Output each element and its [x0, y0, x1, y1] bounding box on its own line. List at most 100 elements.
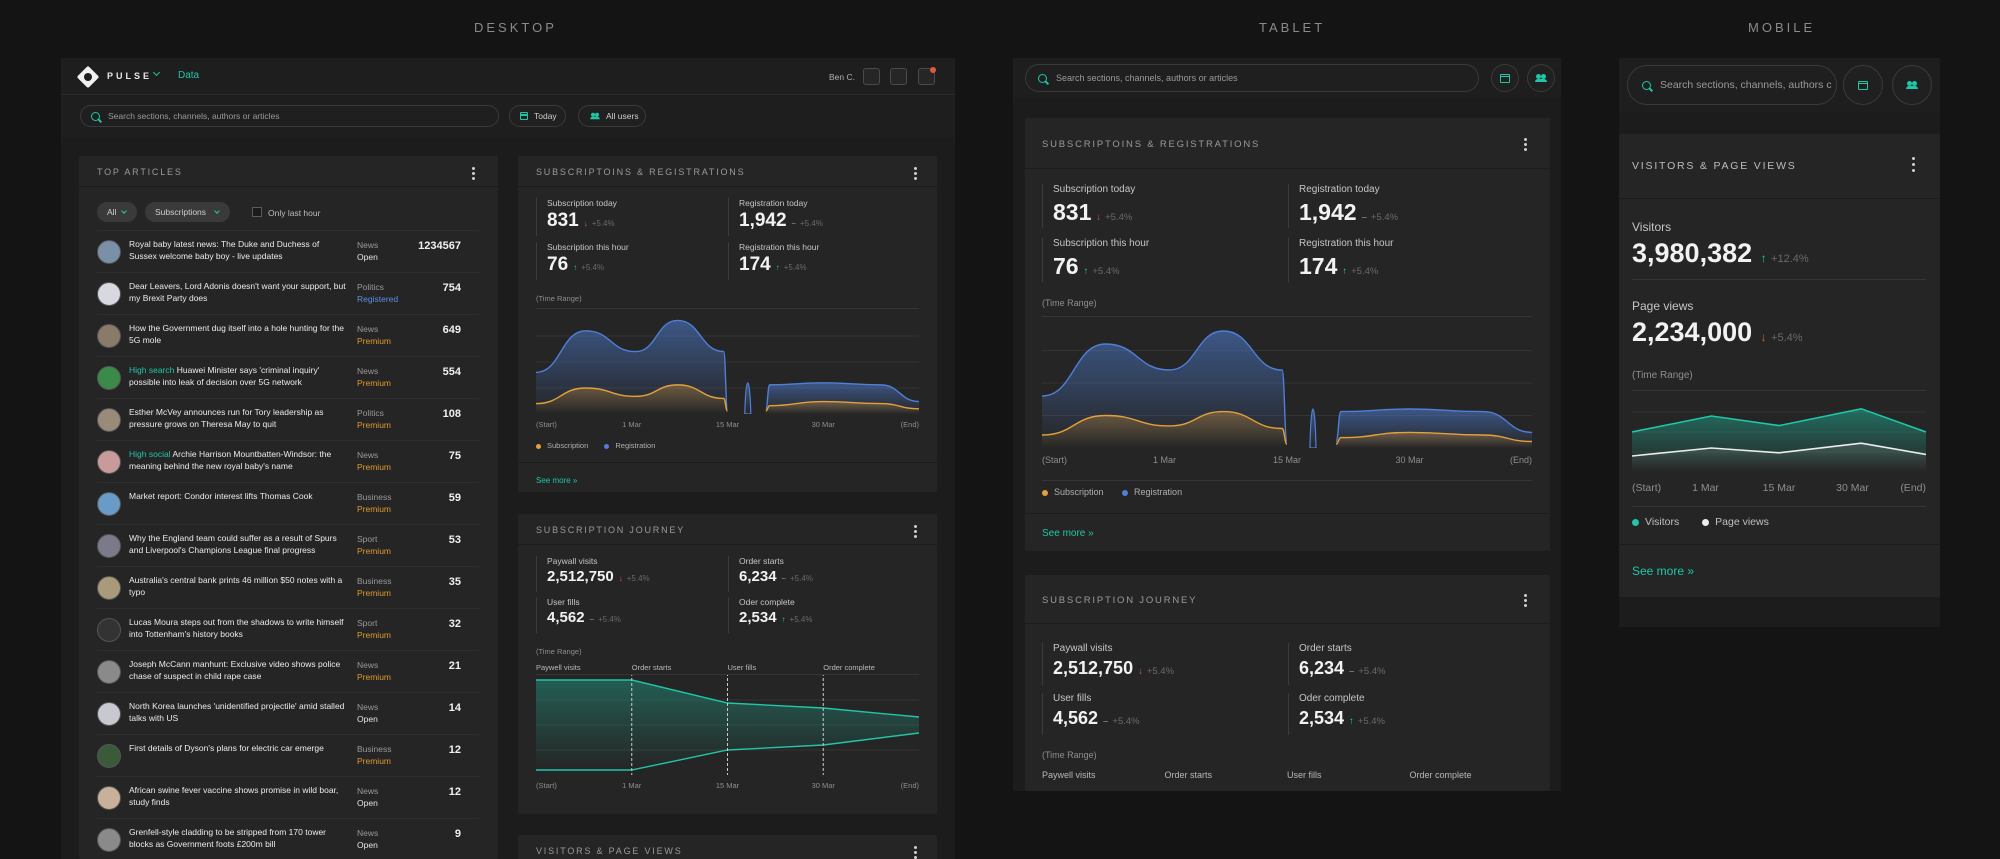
filter-all-dropdown[interactable]: All: [97, 202, 137, 222]
article-status: Premium: [357, 419, 392, 430]
article-title[interactable]: Royal baby latest news: The Duke and Duc…: [129, 239, 347, 262]
article-title[interactable]: African swine fever vaccine shows promis…: [129, 785, 347, 808]
table-row[interactable]: First details of Dyson's plans for elect…: [97, 734, 479, 776]
article-category: News: [357, 702, 379, 712]
table-row[interactable]: Joseph McCann manhunt: Exclusive video s…: [97, 650, 479, 692]
subs-see-more-link[interactable]: See more »: [536, 476, 578, 485]
search-input[interactable]: Search sections, channels, authors or ar…: [1025, 64, 1479, 92]
visitors-chart: [1632, 407, 1926, 472]
calendar-button[interactable]: [1491, 64, 1519, 92]
article-title[interactable]: Australia's central bank prints 46 milli…: [129, 575, 347, 598]
logo-icon[interactable]: [76, 65, 100, 89]
metric-value-row: 831 ↓ +5.4%: [1053, 199, 1135, 226]
kebab-icon[interactable]: [472, 167, 475, 180]
article-category: News: [357, 366, 379, 376]
kebab-icon[interactable]: [1524, 138, 1527, 151]
table-row[interactable]: Grenfell-style cladding to be stripped f…: [97, 818, 479, 859]
table-row[interactable]: African swine fever vaccine shows promis…: [97, 776, 479, 818]
metric-value-row: 2,512,750 ↓ +5.4%: [547, 568, 650, 585]
article-count: 53: [448, 534, 461, 546]
article-title[interactable]: Esther McVey announces run for Tory lead…: [129, 407, 347, 430]
article-count: 9: [454, 828, 461, 840]
calendar-button[interactable]: [1843, 65, 1883, 105]
chevron-down-icon[interactable]: [152, 68, 161, 77]
article-title[interactable]: High search Huawei Minister says 'crimin…: [129, 365, 347, 388]
only-last-hour-label[interactable]: Only last hour: [268, 208, 321, 218]
pageviews-series-area: [1632, 443, 1926, 472]
tablet-label: TABLET: [1259, 20, 1326, 35]
kebab-icon[interactable]: [914, 167, 917, 180]
table-row[interactable]: Esther McVey announces run for Tory lead…: [97, 398, 479, 440]
article-category: Politics: [357, 408, 384, 418]
chat-icon[interactable]: [890, 68, 907, 85]
x-tick-label: 30 Mar: [1395, 455, 1424, 465]
filter-subscriptions-dropdown[interactable]: Subscriptions: [145, 202, 230, 222]
table-row[interactable]: How the Government dug itself into a hol…: [97, 314, 479, 356]
x-tick-label: 30 Mar: [811, 781, 835, 790]
exit-icon[interactable]: [863, 68, 880, 85]
table-row[interactable]: Why the England team could suffer as a r…: [97, 524, 479, 566]
subscription-legend-label: Subscription: [1054, 487, 1104, 497]
kebab-icon[interactable]: [1524, 594, 1527, 607]
subscription-series-area: [536, 384, 728, 414]
subs-metric-2: Subscription this hour 76 ↑ +5.4%: [536, 242, 629, 280]
search-input[interactable]: Search sections, channels, authors or ar…: [80, 105, 499, 127]
bell-icon[interactable]: [918, 67, 936, 85]
all-users-filter-label: All users: [606, 111, 639, 121]
metric-delta: +5.4%: [581, 263, 605, 272]
journey-chart: [536, 675, 919, 775]
metric-value: 2,512,750: [1053, 658, 1134, 678]
article-title[interactable]: Market report: Condor interest lifts Tho…: [129, 491, 347, 503]
article-thumbnail: [97, 660, 121, 684]
metric-delta: +5.4%: [800, 219, 823, 228]
kebab-icon[interactable]: [914, 846, 917, 859]
table-row[interactable]: Royal baby latest news: The Duke and Duc…: [97, 230, 479, 272]
article-status: Open: [357, 797, 378, 808]
table-row[interactable]: North Korea launches 'unidentified proje…: [97, 692, 479, 734]
article-title[interactable]: Dear Leavers, Lord Adonis doesn't want y…: [129, 281, 347, 304]
article-title[interactable]: First details of Dyson's plans for elect…: [129, 743, 347, 755]
nav-data-link[interactable]: Data: [178, 70, 200, 81]
x-tick-label: (Start): [536, 420, 557, 429]
calendar-icon: [520, 112, 528, 120]
users-button[interactable]: [1527, 64, 1555, 92]
desktop-frame: PULSE Data Ben C. Search sections, chann…: [61, 58, 955, 859]
subs-legend: Subscription Registration: [1042, 487, 1182, 497]
checkbox-icon[interactable]: [252, 207, 262, 217]
kebab-icon[interactable]: [914, 525, 917, 538]
article-status: Premium: [357, 335, 392, 346]
all-users-filter-button[interactable]: All users: [578, 105, 646, 127]
user-name[interactable]: Ben C.: [829, 72, 855, 82]
brand-name[interactable]: PULSE: [107, 71, 153, 81]
today-filter-button[interactable]: Today: [509, 105, 566, 127]
article-title[interactable]: North Korea launches 'unidentified proje…: [129, 701, 347, 724]
metric-label: User fills: [1053, 693, 1092, 704]
panel-divider: [518, 186, 937, 187]
article-count: 21: [448, 660, 461, 672]
visitors-see-more-link[interactable]: See more »: [1632, 564, 1695, 578]
article-title[interactable]: Joseph McCann manhunt: Exclusive video s…: [129, 659, 347, 682]
kebab-icon[interactable]: [1912, 157, 1915, 172]
table-row[interactable]: High search Huawei Minister says 'crimin…: [97, 356, 479, 398]
metric-delta: +5.4%: [1146, 666, 1175, 677]
table-row[interactable]: High social Archie Harrison Mountbatten-…: [97, 440, 479, 482]
table-row[interactable]: Market report: Condor interest lifts Tho…: [97, 482, 479, 524]
search-input[interactable]: Search sections, channels, authors c: [1627, 65, 1837, 105]
subs-title: SUBSCRIPTOINS & REGISTRATIONS: [536, 167, 746, 177]
article-title[interactable]: Lucas Moura steps out from the shadows t…: [129, 617, 347, 640]
users-button[interactable]: [1892, 65, 1932, 105]
article-title[interactable]: Why the England team could suffer as a r…: [129, 533, 347, 556]
table-row[interactable]: Dear Leavers, Lord Adonis doesn't want y…: [97, 272, 479, 314]
tablet-frame: Search sections, channels, authors or ar…: [1013, 58, 1561, 791]
article-title[interactable]: High social Archie Harrison Mountbatten-…: [129, 449, 347, 472]
subs-see-more-link[interactable]: See more »: [1042, 528, 1094, 539]
panel-divider: [1619, 544, 1940, 545]
article-title[interactable]: How the Government dug itself into a hol…: [129, 323, 347, 346]
table-row[interactable]: Australia's central bank prints 46 milli…: [97, 566, 479, 608]
table-row[interactable]: Lucas Moura steps out from the shadows t…: [97, 608, 479, 650]
x-tick-label: (End): [900, 781, 919, 790]
registration-spike: [744, 382, 752, 414]
chart-gridline: [1042, 316, 1532, 317]
article-title[interactable]: Grenfell-style cladding to be stripped f…: [129, 827, 347, 850]
panel-divider: [518, 462, 937, 463]
